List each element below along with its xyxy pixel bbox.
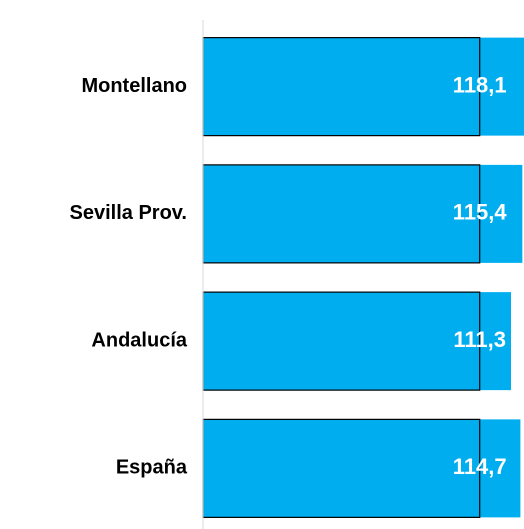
category-label: Montellano: [81, 75, 187, 97]
value-label: 118,1: [453, 72, 507, 97]
bar: [203, 37, 524, 136]
value-label: 115,4: [453, 200, 508, 225]
category-label: España: [116, 457, 188, 479]
category-label: Andalucía: [91, 329, 187, 351]
value-label: 114,7: [453, 454, 507, 479]
bar: [203, 292, 511, 391]
bar: [203, 164, 523, 263]
bar: [203, 419, 521, 518]
category-label: Sevilla Prov.: [70, 202, 187, 224]
value-label: 111,3: [453, 327, 506, 352]
